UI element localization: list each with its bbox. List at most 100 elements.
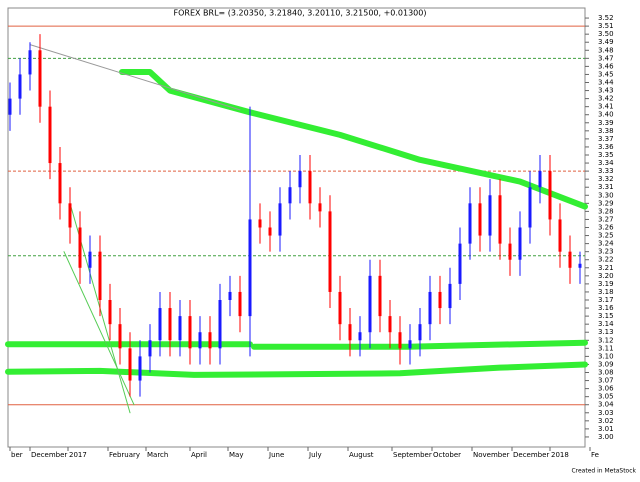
candle-body <box>238 291 242 317</box>
candle-body <box>418 324 422 341</box>
candle-body <box>488 195 492 236</box>
candle-body <box>88 251 92 268</box>
candle-body <box>138 356 142 381</box>
y-tick-label: 3.45 <box>598 70 614 78</box>
y-tick-label: 3.17 <box>598 296 614 304</box>
candle-body <box>208 332 212 349</box>
candle-body <box>548 171 552 220</box>
candle-body <box>508 243 512 260</box>
y-tick-label: 3.31 <box>598 183 614 191</box>
y-tick-label: 3.18 <box>598 288 614 296</box>
candle-body <box>78 227 82 268</box>
y-tick-label: 3.46 <box>598 62 614 70</box>
y-tick-label: 3.23 <box>598 248 614 256</box>
y-tick-label: 3.21 <box>598 264 614 272</box>
candle-body <box>348 324 352 341</box>
candle-body <box>328 211 332 292</box>
y-tick-label: 3.13 <box>598 328 614 336</box>
y-tick-label: 3.29 <box>598 199 614 207</box>
trendline <box>119 69 588 210</box>
candle-body <box>358 332 362 341</box>
y-tick-label: 3.04 <box>598 401 614 409</box>
x-tick-label: August <box>349 451 374 459</box>
y-tick-label: 3.22 <box>598 256 614 264</box>
candle-body <box>268 227 272 236</box>
candle-body <box>218 300 222 349</box>
candle-body <box>48 106 52 164</box>
x-tick-label: July <box>308 451 322 459</box>
x-tick-label: December <box>513 451 549 459</box>
y-tick-label: 3.44 <box>598 79 614 87</box>
y-tick-label: 3.06 <box>598 385 614 393</box>
candle-body <box>258 219 262 228</box>
y-tick-label: 3.42 <box>598 95 614 103</box>
y-tick-label: 3.34 <box>598 159 614 167</box>
y-tick-label: 3.39 <box>598 119 614 127</box>
x-tick-label: Fe <box>591 451 599 459</box>
y-tick-label: 3.27 <box>598 215 614 223</box>
y-tick-label: 3.50 <box>598 30 614 38</box>
y-tick-label: 3.16 <box>598 304 614 312</box>
y-tick-label: 3.32 <box>598 175 614 183</box>
y-tick-label: 3.00 <box>598 433 614 441</box>
candle-body <box>228 291 232 300</box>
candle-body <box>178 316 182 341</box>
x-tick-label: February <box>109 451 140 459</box>
candle-body <box>148 340 152 357</box>
x-tick-label: September <box>393 451 432 459</box>
y-tick-label: 3.30 <box>598 191 614 199</box>
candle-body <box>18 74 22 99</box>
y-tick-label: 3.28 <box>598 207 614 215</box>
x-tick-label: April <box>191 451 207 459</box>
candle-body <box>518 227 522 260</box>
plot-frame <box>7 7 586 448</box>
candle-body <box>198 332 202 349</box>
candle-body <box>448 283 452 309</box>
candle-body <box>68 203 72 228</box>
x-tick-label: June <box>268 451 284 459</box>
trendline <box>251 339 588 350</box>
candle-body <box>528 187 532 228</box>
candle-body <box>158 308 162 341</box>
candle-body <box>8 98 12 115</box>
candle-body <box>188 316 192 349</box>
y-tick-label: 3.36 <box>598 143 614 151</box>
x-tick-label: 2018 <box>551 451 569 459</box>
y-tick-label: 3.08 <box>598 369 614 377</box>
y-tick-label: 3.43 <box>598 87 614 95</box>
y-tick-label: 3.09 <box>598 360 614 368</box>
y-tick-label: 3.11 <box>598 344 614 352</box>
x-tick-label: 2017 <box>69 451 87 459</box>
candle-body <box>538 171 542 188</box>
candle-body <box>558 219 562 252</box>
footer: Created in MetaStock <box>571 468 636 475</box>
y-tick-label: 3.07 <box>598 377 614 385</box>
trendline <box>63 251 135 406</box>
candle-body <box>388 316 392 333</box>
x-tick-label: November <box>473 451 510 459</box>
y-tick-label: 3.12 <box>598 336 614 344</box>
chart-title: FOREX BRL= (3.20350, 3.21840, 3.20110, 3… <box>174 9 427 18</box>
candle-body <box>338 291 342 325</box>
y-tick-label: 3.35 <box>598 151 614 159</box>
candle-body <box>398 332 402 349</box>
candle-body <box>108 300 112 325</box>
y-tick-label: 3.51 <box>598 22 614 30</box>
y-tick-label: 3.24 <box>598 240 614 248</box>
candle-body <box>298 171 302 188</box>
y-tick-label: 3.40 <box>598 111 614 119</box>
y-tick-label: 3.47 <box>598 54 614 62</box>
x-tick-label: October <box>433 451 461 459</box>
y-tick-label: 3.38 <box>598 127 614 135</box>
candle-body <box>28 50 32 75</box>
y-tick-label: 3.01 <box>598 425 614 433</box>
candle-body <box>438 291 442 309</box>
y-tick-label: 3.02 <box>598 417 614 425</box>
candle-body <box>378 275 382 317</box>
candle-body <box>428 291 432 325</box>
candle-body <box>118 324 122 349</box>
x-tick-label: March <box>147 451 168 459</box>
y-tick-label: 3.52 <box>598 14 614 22</box>
candle-body <box>248 219 252 317</box>
